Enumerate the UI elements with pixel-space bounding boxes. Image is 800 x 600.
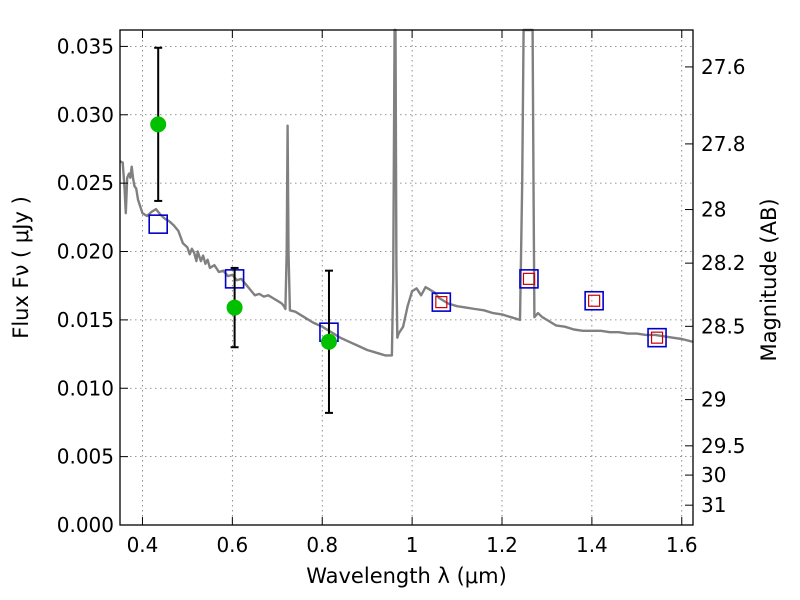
x-axis-label: Wavelength λ (μm) (306, 564, 507, 588)
axis-ticks: 0.4 0.6 0.8 1 1.2 1.4 1.6 0.000 0.005 0.010 0.015 0… (57, 30, 746, 557)
right-tick-label: 30 (701, 463, 726, 487)
x-tick-label: 1 (406, 533, 419, 557)
right-tick-label: 31 (701, 493, 726, 517)
right-tick-label: 29.5 (701, 434, 746, 458)
x-tick-label: 1.2 (486, 533, 518, 557)
photometry-point (150, 116, 167, 133)
x-tick-label: 1.4 (576, 533, 608, 557)
x-tick-label: 0.8 (306, 533, 338, 557)
right-axis-label: Magnitude (AB) (757, 198, 781, 361)
right-tick-label: 27.8 (701, 132, 746, 156)
x-tick-label: 1.6 (666, 533, 698, 557)
y-tick-label: 0.030 (57, 103, 114, 127)
right-tick-label: 27.6 (701, 55, 746, 79)
photometry-point (320, 333, 337, 350)
observed-square (435, 296, 448, 309)
model-square (519, 269, 539, 289)
model-square (647, 327, 667, 348)
right-tick-label: 29 (701, 388, 726, 412)
y-tick-label: 0.015 (57, 308, 114, 332)
y-tick-label: 0.005 (57, 445, 114, 469)
model-square (584, 290, 604, 311)
model-square (431, 292, 452, 312)
spectrum-series (119, 28, 694, 357)
right-tick-label: 28 (701, 198, 726, 222)
observed-square (522, 272, 536, 285)
model-square (148, 214, 168, 234)
y-tick-label: 0.010 (57, 376, 114, 400)
y-tick-label: 0.020 (57, 240, 114, 264)
x-tick-label: 0.4 (127, 533, 159, 557)
y-axis-label: Flux Fν ( μJy ) (9, 196, 33, 339)
photometry-point (226, 299, 243, 316)
right-tick-label: 28.2 (701, 251, 746, 275)
x-tick-label: 0.6 (216, 533, 248, 557)
plot-frame (119, 29, 694, 526)
right-tick-label: 28.5 (701, 314, 746, 338)
photometry-points (150, 46, 337, 414)
observed-square (650, 331, 664, 344)
y-tick-label: 0.000 (57, 513, 114, 537)
y-tick-label: 0.025 (57, 171, 114, 195)
y-tick-label: 0.035 (57, 34, 114, 58)
observed-square (588, 294, 601, 307)
spectrum-line (119, 28, 694, 357)
